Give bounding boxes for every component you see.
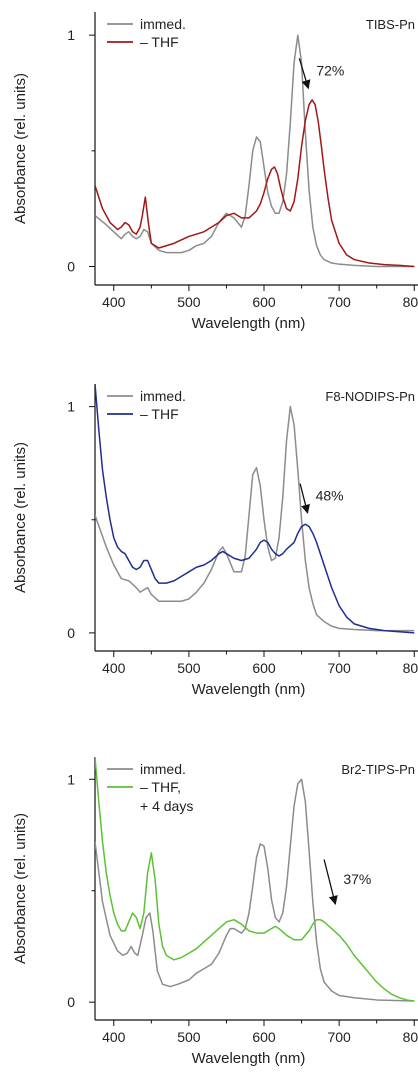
x-tick-label: 800 — [403, 294, 418, 310]
x-tick-label: 500 — [177, 1029, 201, 1045]
chart-panel-1: 400 500 600 700 800 0 1 Wavelength (nm) Absorban… — [12, 12, 418, 332]
decrease-arrow — [299, 483, 310, 514]
series-line-2 — [95, 99, 415, 268]
y-axis-label: Absorbance (rel. units) — [12, 813, 29, 964]
x-tick-label: 400 — [102, 1029, 126, 1045]
x-tick-label: 500 — [177, 660, 201, 676]
x-tick-label: 800 — [403, 660, 418, 676]
series-line-2 — [95, 384, 415, 634]
x-axis-label: Wavelength (nm) — [192, 315, 306, 332]
x-tick-label: 500 — [177, 294, 201, 310]
y-tick-label: 1 — [67, 27, 75, 43]
decrease-percentage: 37% — [343, 871, 371, 887]
series-line-1 — [95, 405, 415, 632]
decrease-arrow — [323, 859, 338, 905]
x-tick-label: 600 — [252, 1029, 276, 1045]
legend-label: – THF — [140, 34, 179, 50]
y-axis-label: Absorbance (rel. units) — [12, 73, 29, 224]
series-line-1 — [95, 34, 415, 268]
y-tick-label: 0 — [67, 258, 75, 274]
x-tick-label: 600 — [252, 660, 276, 676]
panel-label: Br2-TIPS-Pn — [341, 762, 415, 777]
decrease-arrow — [298, 58, 311, 90]
panel-label: F8-NODIPS-Pn — [325, 389, 415, 404]
decrease-percentage: 48% — [316, 487, 344, 503]
x-tick-label: 700 — [327, 1029, 351, 1045]
series-line-2 — [95, 757, 415, 1002]
legend-label: immed. — [140, 16, 186, 32]
x-tick-label: 800 — [403, 1029, 418, 1045]
chart-panel-2: 400 500 600 700 800 0 1 Wavelength (nm) Absorban… — [12, 384, 418, 698]
x-tick-label: 700 — [327, 294, 351, 310]
x-tick-label: 400 — [102, 294, 126, 310]
series-line-1 — [95, 778, 415, 1002]
y-tick-label: 0 — [67, 625, 75, 641]
x-axis-label: Wavelength (nm) — [192, 1050, 306, 1067]
decrease-percentage: 72% — [316, 62, 344, 78]
legend-label: – THF — [140, 406, 179, 422]
y-tick-label: 1 — [67, 399, 75, 415]
y-tick-label: 1 — [67, 771, 75, 787]
x-axis-label: Wavelength (nm) — [192, 681, 306, 698]
y-tick-label: 0 — [67, 994, 75, 1010]
x-tick-label: 400 — [102, 660, 126, 676]
legend-label: immed. — [140, 388, 186, 404]
y-axis-label: Absorbance (rel. units) — [12, 442, 29, 593]
panel-label: TIBS-Pn — [366, 17, 415, 32]
chart-panel-3: 400 500 600 700 800 0 1 Wavelength (nm) Absorban… — [12, 757, 418, 1067]
legend-label: – THF, + 4 days — [140, 779, 193, 814]
x-tick-label: 600 — [252, 294, 276, 310]
x-tick-label: 700 — [327, 660, 351, 676]
legend-label: immed. — [140, 761, 186, 777]
